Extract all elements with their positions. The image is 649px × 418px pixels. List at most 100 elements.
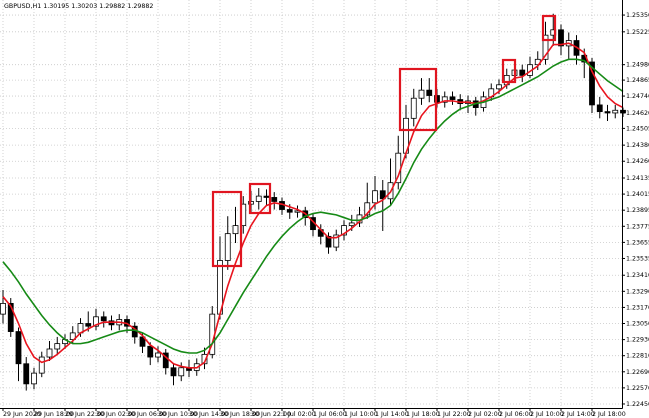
candle-body — [255, 195, 262, 202]
y-tick-label: 1.24865 — [626, 77, 649, 84]
chart-title: GBPUSD,H1 1.30195 1.30203 1.29882 1.2988… — [4, 3, 153, 10]
y-tick-label: 1.23775 — [626, 223, 649, 230]
x-tick-label: 29 Jun 22:00 — [65, 411, 105, 418]
candle-body — [54, 343, 61, 350]
plot — [0, 13, 626, 391]
candle-body — [147, 345, 154, 358]
y-tick-label: 1.24620 — [626, 110, 649, 117]
candle-body — [348, 222, 355, 227]
y-tick-label: 1.22450 — [626, 401, 649, 408]
candle-body — [341, 225, 347, 236]
y-tick-label: 1.23170 — [626, 304, 649, 311]
candle-body — [410, 97, 417, 119]
candle-body — [449, 96, 456, 100]
candle-body — [558, 29, 564, 47]
candle-body — [418, 89, 425, 99]
y-tick-label: 1.22930 — [626, 337, 649, 344]
y-tick-label: 1.24980 — [626, 62, 649, 69]
candle-body — [333, 234, 340, 248]
highlight-box — [211, 190, 243, 268]
y-tick-label: 1.23895 — [626, 207, 649, 214]
candle-body — [46, 348, 53, 358]
x-tick-label: 2 Jul 14:00 — [561, 411, 595, 418]
candle-body — [23, 363, 30, 385]
candle-body — [372, 190, 378, 204]
y-tick-label: 1.23535 — [626, 255, 649, 262]
x-tick-label: 1 Jul 22:00 — [437, 411, 471, 418]
candle-body — [519, 69, 526, 76]
candle-body — [364, 202, 371, 216]
candle-body — [155, 352, 161, 358]
candle-body — [604, 111, 611, 114]
candle-body — [612, 109, 619, 114]
y-tick-label: 1.24015 — [626, 191, 649, 198]
y-tick-label: 1.25225 — [626, 29, 649, 36]
x-tick-label: 30 Jun 10:00 — [158, 411, 198, 418]
candle-body — [426, 89, 433, 96]
candle-body — [224, 233, 231, 261]
y-tick-label: 1.23410 — [626, 272, 649, 279]
highlight-box — [248, 182, 272, 215]
candle-body — [325, 235, 332, 248]
y-tick-label: 1.24505 — [626, 125, 649, 132]
candle-body — [542, 34, 549, 60]
candle-body — [589, 61, 595, 106]
candle-body — [38, 356, 45, 374]
candle-body — [201, 353, 208, 365]
x-tick-label: 29 Jun 2020 — [3, 411, 41, 418]
y-tick-label: 1.22570 — [626, 385, 649, 392]
x-tick-label: 30 Jun 02:00 — [96, 411, 136, 418]
x-tick-label: 1 Jul 14:00 — [375, 411, 409, 418]
x-tick-label: 1 Jul 18:00 — [406, 411, 440, 418]
candle-body — [139, 336, 146, 347]
x-tick-label: 30 Jun 06:00 — [127, 411, 167, 418]
x-tick-label: 1 Jul 06:00 — [313, 411, 347, 418]
candle-body — [15, 331, 22, 365]
candle-body — [7, 302, 14, 332]
y-tick-label: 1.22690 — [626, 369, 649, 376]
y-tick-label: 1.23655 — [626, 239, 649, 246]
highlight-box — [501, 58, 517, 84]
y-tick-label: 1.25350 — [626, 12, 649, 19]
candle-body — [31, 372, 37, 385]
y-tick-label: 1.23050 — [626, 321, 649, 328]
candle-body — [178, 367, 185, 377]
candle-body — [93, 316, 99, 327]
highlight-box — [541, 14, 557, 42]
candle-body — [286, 209, 293, 213]
candle-body — [271, 197, 278, 202]
x-tick-label: 1 Jul 02:00 — [282, 411, 316, 418]
x-tick-label: 30 Jun 22:00 — [251, 411, 291, 418]
candle-body — [170, 367, 177, 377]
highlight-boxes — [211, 14, 557, 268]
grid — [0, 0, 622, 408]
candle-body — [496, 84, 502, 90]
candle-body — [85, 323, 92, 327]
x-tick-label: 1 Jul 10:00 — [344, 411, 378, 418]
candle-body — [596, 104, 603, 113]
moving-average-line — [2, 58, 624, 354]
y-tick-label: 1.22810 — [626, 353, 649, 360]
moving-average-line — [2, 42, 624, 369]
x-tick-label: 2 Jul 06:00 — [499, 411, 533, 418]
x-tick-label: 2 Jul 10:00 — [530, 411, 564, 418]
candle-body — [232, 225, 239, 235]
candle-body — [69, 332, 76, 341]
y-tick-label: 1.24746 — [626, 93, 649, 100]
candle-body — [379, 190, 386, 200]
y-tick-label: 1.24135 — [626, 175, 649, 182]
x-tick-label: 29 Jun 18:00 — [34, 411, 74, 418]
highlight-box — [398, 67, 438, 132]
candle-body — [100, 316, 107, 322]
candle-body — [162, 352, 169, 369]
y-tick-label: 1.24380 — [626, 142, 649, 149]
x-tick-label: 30 Jun 18:00 — [220, 411, 260, 418]
y-tick-label: 1.23290 — [626, 288, 649, 295]
candle-body — [263, 195, 270, 198]
y-tick-label: 1.24260 — [626, 158, 649, 165]
candle-body — [0, 302, 6, 315]
x-tick-label: 30 Jun 14:00 — [189, 411, 229, 418]
x-tick-label: 2 Jul 02:00 — [468, 411, 502, 418]
candle-body — [441, 96, 448, 103]
